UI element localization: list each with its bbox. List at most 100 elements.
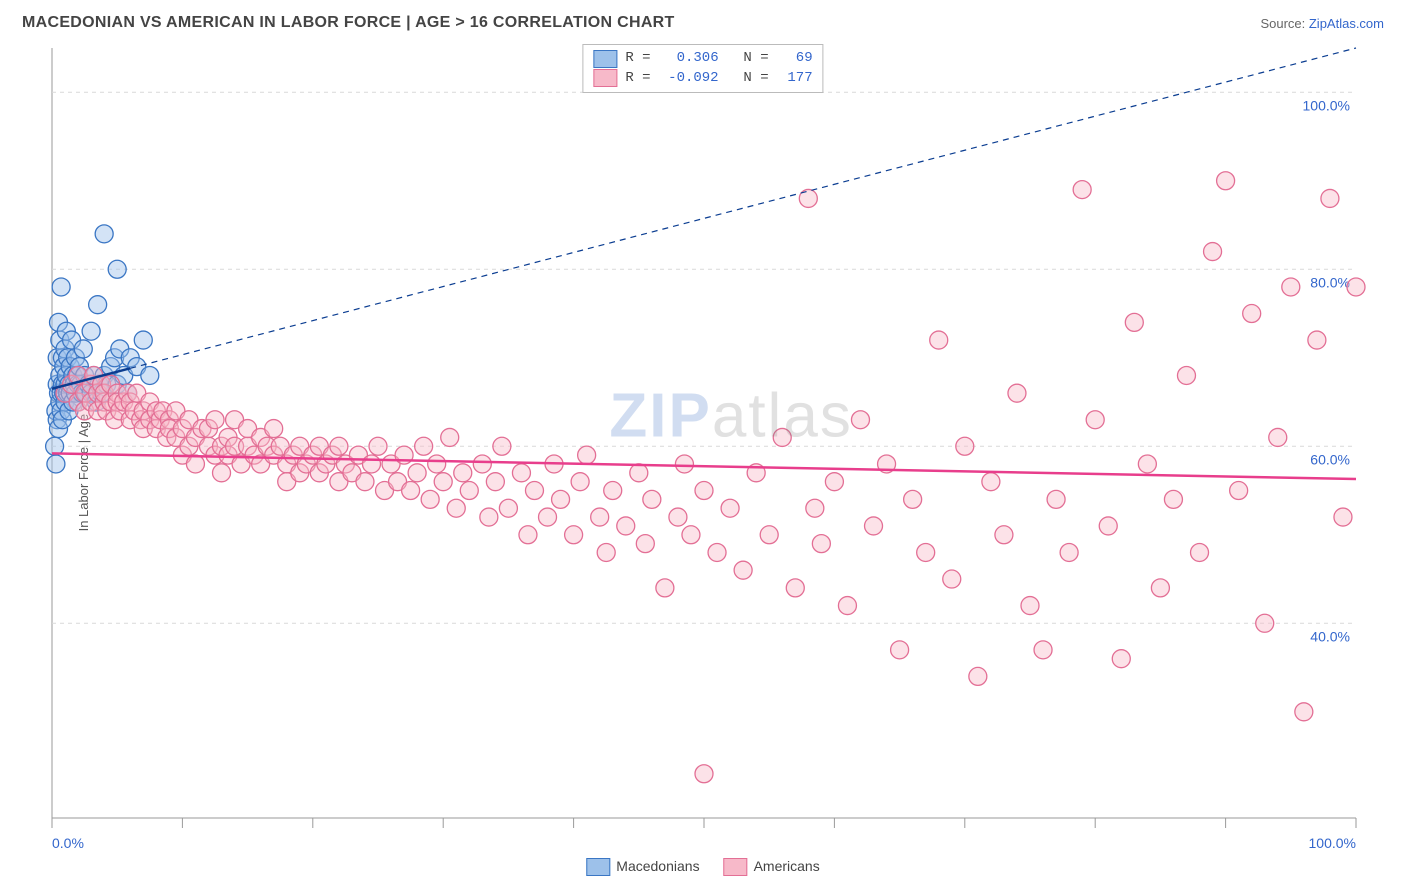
data-point (695, 482, 713, 500)
data-point (1047, 490, 1065, 508)
data-point (447, 499, 465, 517)
r-label: R = (625, 69, 650, 89)
legend-swatch (593, 69, 617, 87)
legend-item: Macedonians (586, 858, 699, 876)
n-label: N = (727, 69, 769, 89)
data-point (786, 579, 804, 597)
data-point (982, 473, 1000, 491)
data-point (1086, 411, 1104, 429)
data-point (1230, 482, 1248, 500)
r-value: 0.306 (659, 49, 719, 69)
data-point (421, 490, 439, 508)
data-point (89, 296, 107, 314)
data-point (441, 428, 459, 446)
data-point (812, 535, 830, 553)
data-point (206, 411, 224, 429)
n-value: 69 (777, 49, 813, 69)
data-point (1269, 428, 1287, 446)
data-point (865, 517, 883, 535)
data-point (773, 428, 791, 446)
data-point (1321, 189, 1339, 207)
data-point (851, 411, 869, 429)
source-link[interactable]: ZipAtlas.com (1309, 16, 1384, 31)
legend-swatch (586, 858, 610, 876)
data-point (82, 322, 100, 340)
data-point (591, 508, 609, 526)
n-label: N = (727, 49, 769, 69)
data-point (597, 543, 615, 561)
scatter-chart: 40.0%60.0%80.0%100.0%0.0%100.0% (0, 38, 1406, 878)
data-point (1008, 384, 1026, 402)
data-point (402, 482, 420, 500)
data-point (695, 765, 713, 783)
data-point (1138, 455, 1156, 473)
data-point (675, 455, 693, 473)
data-point (565, 526, 583, 544)
data-point (369, 437, 387, 455)
svg-text:40.0%: 40.0% (1310, 628, 1350, 644)
data-point (47, 455, 65, 473)
data-point (362, 455, 380, 473)
legend-item: Americans (724, 858, 820, 876)
series-legend: Macedonians Americans (586, 858, 819, 876)
data-point (1177, 366, 1195, 384)
data-point (617, 517, 635, 535)
data-point (578, 446, 596, 464)
data-point (480, 508, 498, 526)
data-point (917, 543, 935, 561)
data-point (134, 331, 152, 349)
data-point (571, 473, 589, 491)
data-point (52, 278, 70, 296)
data-point (1334, 508, 1352, 526)
data-point (512, 464, 530, 482)
chart-source: Source: ZipAtlas.com (1260, 16, 1384, 31)
data-point (1256, 614, 1274, 632)
data-point (473, 455, 491, 473)
legend-swatch (724, 858, 748, 876)
data-point (825, 473, 843, 491)
data-point (499, 499, 517, 517)
data-point (1099, 517, 1117, 535)
data-point (669, 508, 687, 526)
data-point (838, 597, 856, 615)
data-point (656, 579, 674, 597)
data-point (604, 482, 622, 500)
data-point (265, 420, 283, 438)
svg-text:100.0%: 100.0% (1303, 97, 1350, 113)
data-point (1073, 181, 1091, 199)
data-point (141, 366, 159, 384)
stats-row-americans: R =-0.092 N =177 (593, 69, 812, 89)
svg-text:80.0%: 80.0% (1310, 274, 1350, 290)
chart-title: MACEDONIAN VS AMERICAN IN LABOR FORCE | … (22, 14, 675, 32)
data-point (1191, 543, 1209, 561)
data-point (1217, 172, 1235, 190)
data-point (682, 526, 700, 544)
data-point (943, 570, 961, 588)
chart-container: In Labor Force | Age > 16 40.0%60.0%80.0… (0, 38, 1406, 878)
data-point (1151, 579, 1169, 597)
data-point (1282, 278, 1300, 296)
source-prefix: Source: (1260, 16, 1308, 31)
legend-label: Americans (754, 858, 820, 874)
data-point (408, 464, 426, 482)
data-point (734, 561, 752, 579)
data-point (552, 490, 570, 508)
data-point (1125, 313, 1143, 331)
chart-header: MACEDONIAN VS AMERICAN IN LABOR FORCE | … (0, 0, 1406, 38)
data-point (108, 260, 126, 278)
data-point (708, 543, 726, 561)
data-point (721, 499, 739, 517)
data-point (460, 482, 478, 500)
data-point (995, 526, 1013, 544)
data-point (1060, 543, 1078, 561)
data-point (904, 490, 922, 508)
data-point (356, 473, 374, 491)
n-value: 177 (777, 69, 813, 89)
data-point (486, 473, 504, 491)
data-point (454, 464, 472, 482)
data-point (434, 473, 452, 491)
data-point (539, 508, 557, 526)
data-point (760, 526, 778, 544)
data-point (1112, 650, 1130, 668)
legend-label: Macedonians (616, 858, 699, 874)
